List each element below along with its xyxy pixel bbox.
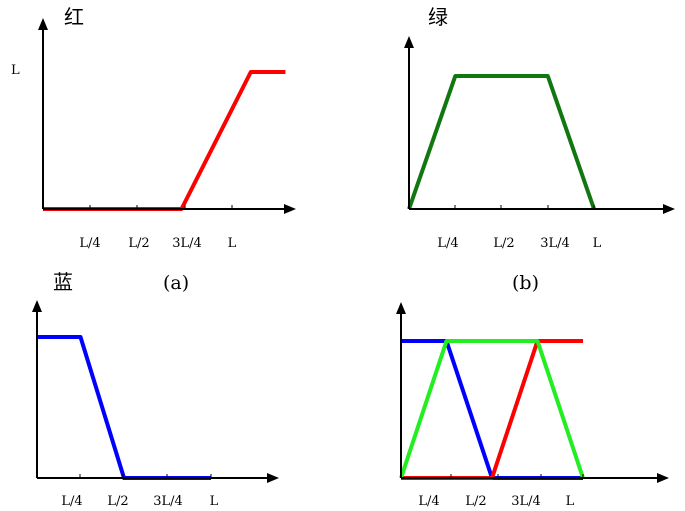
x-tick-label: L — [210, 494, 219, 509]
panel-combined: L/4 L/2 3L/4 L — [396, 302, 669, 509]
x-tick-label: L/4 — [437, 236, 458, 251]
panel-red: 红 L (a) L/4 L/2 3L/4 L — [11, 5, 296, 294]
caption-b: (b) — [512, 272, 539, 294]
series-line-0 — [407, 74, 596, 210]
x-tick-label: L/2 — [107, 494, 128, 509]
series-line-0 — [37, 335, 211, 480]
caption-a: (a) — [163, 272, 189, 294]
series-line-0 — [401, 339, 583, 480]
x-axis-arrow — [267, 473, 279, 483]
x-tick-label: L — [228, 236, 237, 251]
x-tick-label: 3L/4 — [172, 236, 202, 251]
x-axis-arrow — [284, 204, 296, 214]
x-tick-label: 3L/4 — [540, 236, 570, 251]
series-line-0 — [43, 70, 286, 211]
y-axis-arrow — [32, 300, 42, 312]
x-tick-label: L/4 — [79, 236, 100, 251]
panel-green-title: 绿 — [428, 5, 448, 29]
x-tick-label: L/4 — [418, 494, 439, 509]
panel-green: 绿 (b) L/4 L/2 3L/4 L — [404, 5, 675, 294]
x-tick-label: L/2 — [465, 494, 486, 509]
x-tick-label: L/4 — [61, 494, 82, 509]
y-axis-arrow — [396, 302, 406, 314]
x-tick-label: L/2 — [128, 236, 149, 251]
x-tick-label: 3L/4 — [153, 494, 183, 509]
panel-blue: 蓝 L/4 L/2 3L/4 L — [32, 270, 279, 509]
panel-blue-title: 蓝 — [53, 270, 73, 294]
y-axis-arrow — [404, 36, 414, 48]
x-tick-label: L/2 — [493, 236, 514, 251]
x-tick-label: 3L/4 — [511, 494, 541, 509]
x-axis-arrow — [657, 473, 669, 483]
panel-red-title: 红 — [64, 5, 84, 29]
series-line-2 — [399, 339, 585, 479]
y-axis-arrow — [38, 18, 48, 30]
x-tick-label: L — [566, 494, 575, 509]
x-tick-label: L — [593, 236, 602, 251]
series-line-1 — [401, 339, 583, 480]
x-axis-arrow — [663, 204, 675, 214]
panel-red-ylabel: L — [11, 63, 20, 78]
